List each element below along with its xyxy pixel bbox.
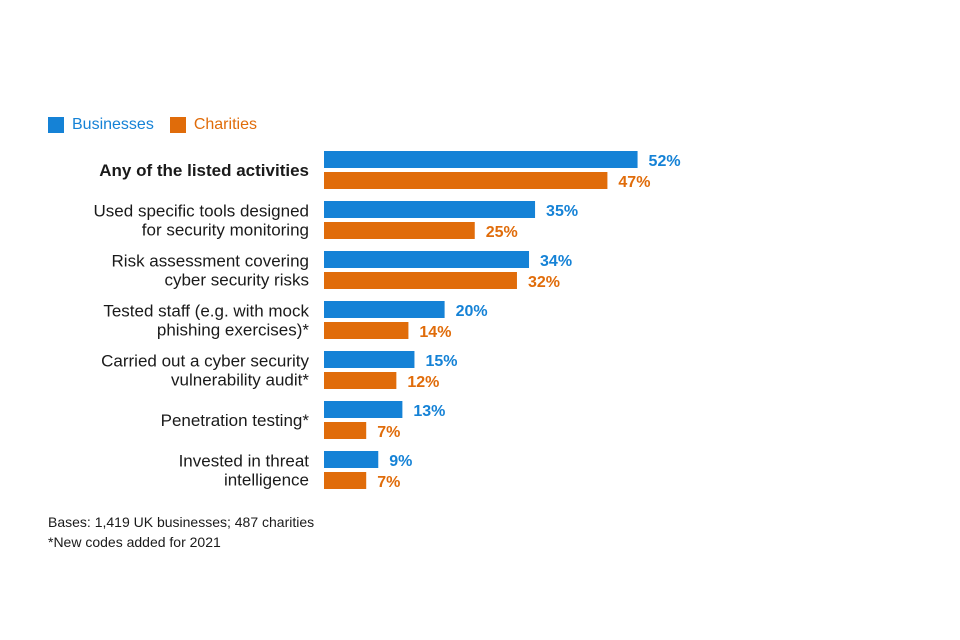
data-label-charities: 7% <box>377 424 400 441</box>
category-label: Penetration testing* <box>161 411 310 430</box>
bar-businesses-1 <box>324 201 536 218</box>
category-label: Tested staff (e.g. with mock <box>103 302 309 321</box>
data-label-charities: 32% <box>528 274 560 291</box>
bar-charities-2 <box>324 272 517 289</box>
data-label-businesses: 9% <box>389 453 412 470</box>
data-label-businesses: 15% <box>425 353 457 370</box>
new-codes-note: *New codes added for 2021 <box>48 534 221 550</box>
data-label-businesses: 34% <box>540 253 572 270</box>
legend-item-charities: Charities <box>169 116 257 134</box>
category-label: Any of the listed activities <box>99 161 309 180</box>
legend-label-charities: Charities <box>193 116 257 133</box>
category-label: Risk assessment covering <box>112 252 309 271</box>
bar-charities-6 <box>324 472 367 489</box>
category-label: phishing exercises)* <box>157 321 310 340</box>
bar-businesses-2 <box>324 251 530 268</box>
bar-businesses-0 <box>324 151 638 168</box>
data-label-businesses: 20% <box>456 303 488 320</box>
data-label-businesses: 13% <box>413 403 445 420</box>
legend-label-businesses: Businesses <box>72 116 154 133</box>
data-label-charities: 47% <box>618 174 650 191</box>
data-label-charities: 12% <box>407 374 439 391</box>
footnotes: Bases: 1,419 UK businesses; 487 charitie… <box>48 512 314 552</box>
bar-charities-4 <box>324 372 397 389</box>
bar-businesses-6 <box>324 451 379 468</box>
bar-charities-3 <box>324 322 409 339</box>
bar-charities-1 <box>324 222 475 239</box>
category-label: intelligence <box>224 471 309 490</box>
data-label-businesses: 35% <box>546 203 578 220</box>
category-label: Used specific tools designed <box>94 202 309 221</box>
bar-businesses-4 <box>324 351 415 368</box>
legend-item-businesses: Businesses <box>48 116 154 134</box>
category-label: vulnerability audit* <box>171 371 309 390</box>
data-label-charities: 25% <box>486 224 518 241</box>
data-label-charities: 7% <box>377 474 400 491</box>
category-label: Invested in threat <box>179 452 310 471</box>
legend-swatch-businesses <box>48 117 64 133</box>
category-label: for security monitoring <box>142 221 309 240</box>
data-label-businesses: 52% <box>649 153 681 170</box>
bar-charities-0 <box>324 172 608 189</box>
bar-businesses-5 <box>324 401 403 418</box>
bar-charities-5 <box>324 422 367 439</box>
bar-businesses-3 <box>324 301 445 318</box>
bases-note: Bases: 1,419 UK businesses; 487 charitie… <box>48 514 315 530</box>
category-label: Carried out a cyber security <box>101 352 309 371</box>
data-label-charities: 14% <box>419 324 451 341</box>
category-label: cyber security risks <box>164 271 309 290</box>
legend-swatch-charities <box>169 117 186 133</box>
chart-legend: Businesses Charities <box>48 116 273 134</box>
